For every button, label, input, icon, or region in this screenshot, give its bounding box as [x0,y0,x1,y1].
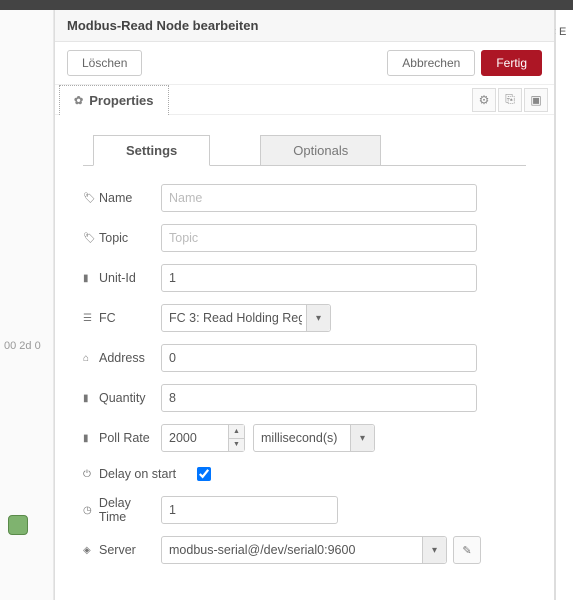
bookmark-icon: ▮ [83,273,94,284]
right-sidebar-fragment: 🐞 E [555,10,573,600]
bookmark-icon: ▮ [83,393,94,404]
top-bar [0,0,573,10]
address-input[interactable] [161,344,477,372]
node-preview [8,515,28,535]
label-quantity: Quantity [99,391,146,405]
pollrate-unit-select[interactable]: millisecond(s) [253,424,375,452]
tag-icon: 🏷 [83,233,94,244]
delaystart-checkbox[interactable] [197,467,211,481]
tab-optionals[interactable]: Optionals [260,135,381,165]
delaytime-input[interactable] [161,496,338,524]
spinner-buttons[interactable]: ▲▼ [228,425,244,451]
label-topic: Topic [99,231,128,245]
gear-icon: ✿ [74,94,83,107]
properties-tab[interactable]: ✿ Properties [59,85,169,115]
tab-settings[interactable]: Settings [93,135,210,166]
fc-select[interactable]: FC 3: Read Holding Registers [161,304,331,332]
label-pollrate: Poll Rate [99,431,150,445]
form-tabs: Settings Optionals [83,135,526,166]
label-name: Name [99,191,132,205]
label-delaystart: Delay on start [99,467,176,481]
left-gutter: 00 2d 0 [0,10,54,600]
right-label-fragment: E [559,26,566,38]
delete-button[interactable]: Löschen [67,50,142,76]
copy-icon-button[interactable]: ⎘ [498,88,522,112]
label-fc: FC [99,311,116,325]
edit-server-button[interactable]: ✎ [453,536,481,564]
globe-icon: ◈ [83,545,94,556]
edit-panel: Modbus-Read Node bearbeiten Löschen Abbr… [54,10,555,600]
bookmark-icon: ▮ [83,433,94,444]
quantity-input[interactable] [161,384,477,412]
list-icon: ☰ [83,313,94,324]
label-server: Server [99,543,136,557]
properties-header-row: ✿ Properties ⚙ ⎘ ▣ [55,85,554,115]
expand-icon-button[interactable]: ▣ [524,88,548,112]
name-input[interactable] [161,184,477,212]
panel-title: Modbus-Read Node bearbeiten [55,10,554,42]
done-button[interactable]: Fertig [481,50,542,76]
timeline-label: 00 2d 0 [4,340,41,352]
clock-icon: ◷ [83,505,94,516]
unitid-input[interactable] [161,264,477,292]
server-select[interactable]: modbus-serial@/dev/serial0:9600 [161,536,447,564]
label-unitid: Unit-Id [99,271,136,285]
tag-icon: 🏷 [83,193,94,204]
label-delaytime: Delay Time [99,496,161,524]
home-icon: ⌂ [83,353,94,364]
label-address: Address [99,351,145,365]
properties-label: Properties [89,93,153,108]
form-area: Settings Optionals 🏷 Name 🏷 Topic ▮ Unit-Id… [55,115,554,596]
power-icon: ⏻ [83,469,94,480]
topic-input[interactable] [161,224,477,252]
panel-actions: Löschen Abbrechen Fertig [55,42,554,85]
settings-icon-button[interactable]: ⚙ [472,88,496,112]
cancel-button[interactable]: Abbrechen [387,50,475,76]
